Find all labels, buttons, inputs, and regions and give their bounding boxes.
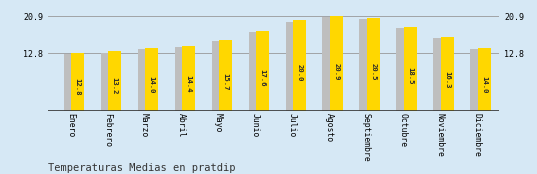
Bar <box>137 49 150 111</box>
Text: 14.0: 14.0 <box>148 76 154 93</box>
Bar <box>477 48 490 111</box>
Text: Temperaturas Medias en pratdip: Temperaturas Medias en pratdip <box>48 163 236 173</box>
Text: 20.0: 20.0 <box>296 64 302 82</box>
Text: 14.4: 14.4 <box>185 75 191 93</box>
Bar <box>293 20 306 111</box>
Text: 20.9: 20.9 <box>333 63 339 80</box>
Bar <box>108 51 121 111</box>
Bar <box>182 46 195 111</box>
Bar <box>219 40 232 111</box>
Bar <box>71 53 84 111</box>
Bar <box>175 47 187 111</box>
Text: 13.2: 13.2 <box>111 77 117 95</box>
Bar <box>367 18 380 111</box>
Bar <box>396 28 409 111</box>
Bar <box>212 41 224 111</box>
Text: 16.3: 16.3 <box>444 71 450 89</box>
Text: 12.8: 12.8 <box>74 78 81 96</box>
Bar <box>100 53 114 111</box>
Bar <box>145 48 158 111</box>
Bar <box>64 54 77 111</box>
Text: 15.7: 15.7 <box>222 73 228 90</box>
Bar <box>404 27 417 111</box>
Text: 18.5: 18.5 <box>407 67 413 85</box>
Bar <box>359 19 372 111</box>
Bar <box>330 16 343 111</box>
Text: 20.5: 20.5 <box>370 63 376 81</box>
Bar <box>441 37 454 111</box>
Bar <box>433 38 446 111</box>
Bar <box>470 49 483 111</box>
Bar <box>249 33 262 111</box>
Bar <box>323 17 336 111</box>
Text: 14.0: 14.0 <box>481 76 487 93</box>
Text: 17.6: 17.6 <box>259 69 265 86</box>
Bar <box>256 31 268 111</box>
Bar <box>286 22 299 111</box>
